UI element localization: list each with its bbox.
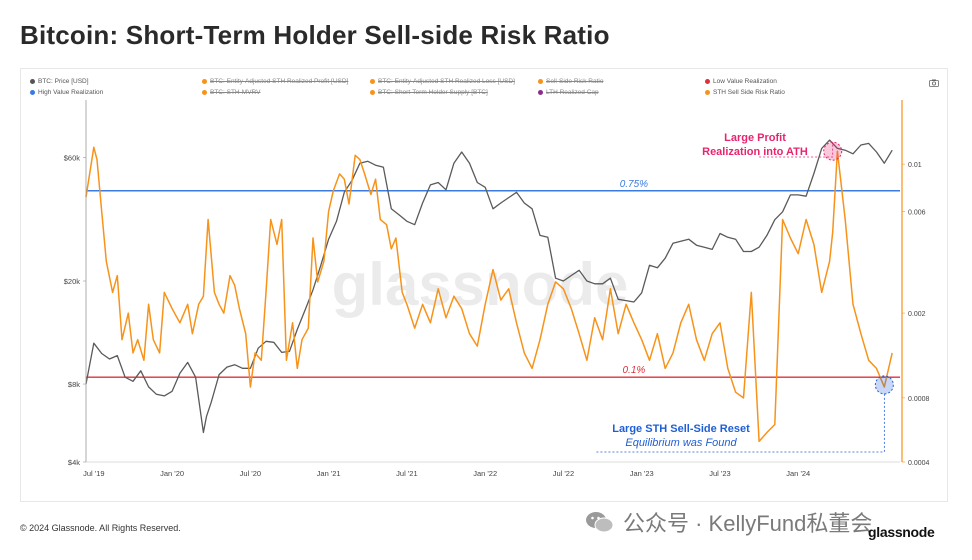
x-tick-label: Jul '19	[83, 469, 104, 478]
legend-dot-icon	[30, 79, 35, 84]
y-tick-label-left: $20k	[64, 277, 81, 286]
legend-dot-icon	[202, 79, 207, 84]
legend-item[interactable]: BTC: Price [USD]	[30, 78, 89, 85]
legend-dot-icon	[370, 90, 375, 95]
peak-marker	[823, 141, 843, 161]
price-series-line	[85, 139, 893, 434]
copyright-text: © 2024 Glassnode. All Rights Reserved.	[20, 523, 181, 533]
y-tick-label-left: $4k	[68, 458, 80, 467]
threshold-label: 0.1%	[622, 365, 645, 376]
x-tick-label: Jan '22	[473, 469, 497, 478]
legend-label: BTC: STH-MVRV	[210, 89, 261, 96]
x-tick-label: Jul '22	[553, 469, 574, 478]
legend-dot-icon	[538, 79, 543, 84]
annotation-top-line1: Large Profit	[724, 132, 786, 144]
y-tick-label-right: 0.002	[908, 311, 926, 318]
legend-label: High Value Realization	[38, 89, 104, 96]
wechat-icon	[585, 510, 615, 534]
legend-item[interactable]: BTC: Short-Term Holder Supply [BTC]	[370, 89, 488, 96]
annotation-top-line2: Realization into ATH	[702, 146, 808, 158]
annotation-bottom-line2: Equilibrium was Found	[625, 437, 737, 449]
legend-item[interactable]: STH Sell Side Risk Ratio	[705, 89, 785, 96]
legend-label: BTC: Entity-Adjusted STH Realized Profit…	[210, 78, 349, 85]
y-tick-label-left: $60k	[64, 153, 81, 162]
legend-label: LTH Realized Cap	[546, 89, 599, 96]
x-tick-label: Jul '23	[709, 469, 730, 478]
legend-item[interactable]: High Value Realization	[30, 89, 103, 96]
y-tick-label-right: 0.006	[908, 209, 926, 216]
legend-dot-icon	[202, 90, 207, 95]
camera-icon[interactable]	[929, 79, 939, 87]
sth-ratio-series-line	[85, 146, 893, 443]
legend-item[interactable]: BTC: Entity-Adjusted STH Realized Profit…	[202, 78, 348, 85]
x-tick-label: Jan '23	[630, 469, 654, 478]
chart-frame	[20, 68, 948, 502]
threshold-label: 0.75%	[620, 179, 648, 190]
x-tick-label: Jul '20	[240, 469, 261, 478]
legend-item[interactable]: BTC: Entity-Adjusted STH Realized Loss […	[370, 78, 515, 85]
legend-item[interactable]: Low Value Realization	[705, 78, 777, 85]
y-tick-label-left: $8k	[68, 380, 80, 389]
x-tick-label: Jul '21	[396, 469, 417, 478]
legend-dot-icon	[538, 90, 543, 95]
reset-marker	[874, 375, 894, 395]
legend-label: Sell-Side Risk Ratio	[546, 78, 604, 85]
x-tick-label: Jan '24	[786, 469, 810, 478]
legend-label: BTC: Price [USD]	[38, 78, 89, 85]
legend-dot-icon	[705, 79, 710, 84]
legend-item[interactable]: BTC: STH-MVRV	[202, 89, 260, 96]
watermark-text: glassnode	[332, 251, 629, 318]
legend-label: BTC: Entity-Adjusted STH Realized Loss […	[378, 78, 515, 85]
legend-dot-icon	[705, 90, 710, 95]
chart-legend: BTC: Price [USD] BTC: Entity-Adjusted STH…	[30, 76, 930, 100]
legend-dot-icon	[370, 79, 375, 84]
legend-label: BTC: Short-Term Holder Supply [BTC]	[378, 89, 488, 96]
y-tick-label-right: 0.0008	[908, 396, 930, 403]
legend-label: STH Sell Side Risk Ratio	[713, 89, 785, 96]
page-title: Bitcoin: Short-Term Holder Sell-side Ris…	[20, 20, 610, 50]
annotation-bottom-line1: Large STH Sell-Side Reset	[612, 423, 750, 435]
wechat-watermark: 公众号 · KellyFund私董会	[585, 506, 872, 538]
y-tick-label-right: 0.0004	[908, 460, 930, 467]
peak-leader-line	[759, 142, 834, 158]
legend-item[interactable]: LTH Realized Cap	[538, 89, 599, 96]
legend-dot-icon	[30, 90, 35, 95]
y-tick-label-right: 0.01	[908, 162, 922, 169]
wechat-watermark-text: 公众号 · KellyFund私董会	[623, 511, 873, 536]
x-tick-label: Jan '21	[317, 469, 341, 478]
x-tick-label: Jan '20	[160, 469, 184, 478]
glassnode-logo: glassnode	[868, 524, 935, 540]
legend-item[interactable]: Sell-Side Risk Ratio	[538, 78, 603, 85]
legend-label: Low Value Realization	[713, 78, 777, 85]
